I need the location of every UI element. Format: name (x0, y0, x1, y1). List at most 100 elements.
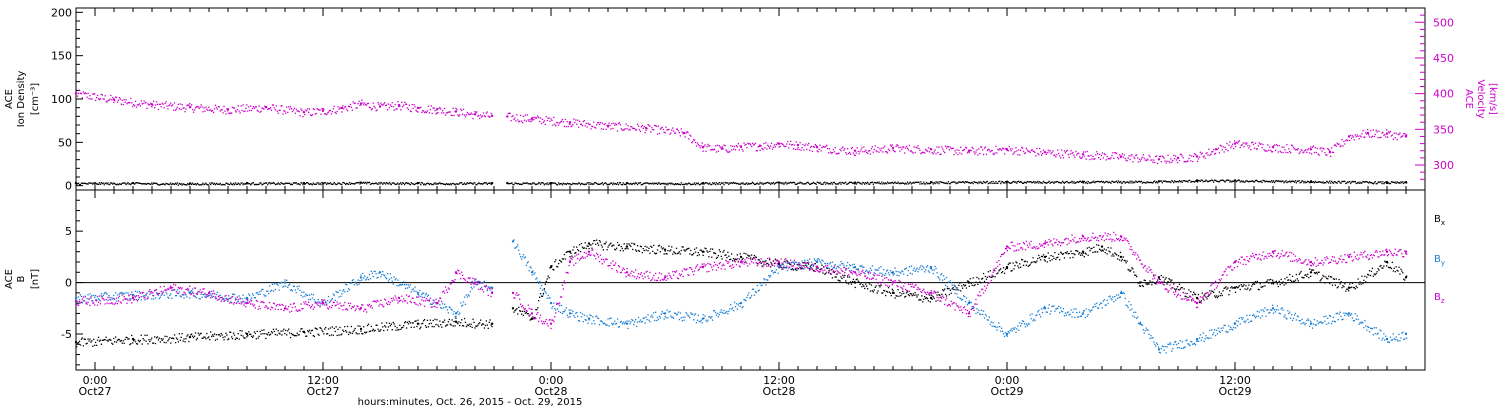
scatter-dot (145, 183, 147, 185)
scatter-dot (211, 109, 214, 112)
scatter-dot (805, 264, 807, 267)
scatter-dot (635, 129, 637, 131)
scatter-dot (1280, 181, 1282, 183)
scatter-dot (292, 182, 295, 184)
scatter-dot (1010, 270, 1012, 272)
scatter-dot (1205, 153, 1207, 155)
scatter-dot (817, 151, 819, 153)
scatter-dot (190, 182, 192, 184)
scatter-dot (471, 326, 473, 328)
scatter-dot (166, 335, 168, 338)
scatter-dot (413, 183, 415, 186)
scatter-dot (1087, 155, 1089, 157)
scatter-dot (664, 132, 666, 134)
scatter-dot (210, 331, 212, 333)
scatter-dot (704, 247, 706, 249)
scatter-dot (351, 109, 353, 111)
scatter-dot (696, 254, 699, 257)
scatter-dot (188, 340, 190, 343)
scatter-dot (834, 146, 836, 149)
scatter-dot (581, 125, 584, 127)
scatter-dot (535, 183, 537, 186)
scatter-dot (921, 183, 923, 185)
scatter-dot (531, 119, 533, 121)
scatter-dot (996, 152, 998, 154)
scatter-dot (167, 296, 169, 298)
scatter-dot (1230, 287, 1232, 289)
scatter-dot (979, 281, 981, 283)
scatter-dot (1243, 181, 1245, 183)
scatter-dot (1064, 252, 1066, 254)
scatter-dot (1103, 153, 1105, 155)
scatter-dot (606, 184, 608, 186)
scatter-dot (166, 105, 168, 107)
scatter-dot (634, 243, 636, 246)
scatter-dot (1393, 132, 1395, 134)
scatter-dot (971, 181, 973, 183)
scatter-dot (153, 298, 155, 300)
scatter-dot (134, 182, 137, 184)
scatter-dot (454, 184, 456, 186)
scatter-dot (454, 111, 456, 113)
scatter-dot (796, 148, 798, 150)
scatter-dot (1183, 180, 1185, 182)
scatter-dot (1285, 151, 1287, 153)
scatter-dot (389, 273, 391, 275)
scatter-dot (1039, 181, 1041, 183)
scatter-dot (742, 150, 744, 152)
scatter-dot (194, 107, 197, 109)
scatter-dot (759, 149, 761, 151)
scatter-dot (654, 124, 656, 127)
scatter-dot (1238, 179, 1240, 181)
scatter-dot (245, 107, 247, 109)
scatter-dot (1329, 155, 1332, 157)
scatter-dot (76, 92, 78, 94)
scatter-dot (482, 112, 485, 114)
scatter-dot (340, 183, 342, 185)
scatter-dot (135, 182, 138, 184)
scatter-dot (982, 153, 985, 156)
scatter-dot (260, 182, 262, 184)
scatter-dot (562, 182, 564, 184)
scatter-dot (1396, 139, 1398, 141)
scatter-dot (1078, 181, 1080, 184)
scatter-dot (1381, 182, 1383, 185)
scatter-dot (619, 249, 622, 252)
scatter-dot (607, 183, 609, 185)
scatter-dot (1360, 182, 1362, 184)
scatter-dot (1367, 181, 1369, 183)
scatter-dot (606, 249, 608, 251)
scatter-dot (744, 261, 746, 263)
scatter-dot (1235, 181, 1238, 183)
ion-density-tick-label: 150 (51, 50, 72, 63)
scatter-dot (1250, 149, 1252, 151)
scatter-dot (713, 252, 715, 254)
scatter-dot (876, 181, 878, 183)
scatter-dot (1372, 275, 1374, 277)
scatter-dot (190, 106, 192, 108)
scatter-dot (1156, 281, 1158, 283)
scatter-dot (346, 182, 348, 185)
scatter-dot (1097, 180, 1099, 182)
scatter-dot (998, 270, 1000, 272)
scatter-dot (1222, 146, 1224, 148)
scatter-dot (337, 328, 339, 330)
scatter-dot (1065, 252, 1067, 254)
scatter-dot (788, 182, 790, 184)
scatter-dot (128, 102, 130, 104)
scatter-dot (756, 150, 758, 152)
scatter-dot (893, 182, 895, 184)
scatter-dot (223, 298, 225, 300)
scatter-dot (647, 250, 649, 252)
scatter-dot (787, 140, 789, 143)
scatter-dot (1103, 182, 1105, 184)
scatter-dot (849, 181, 852, 183)
scatter-dot (926, 298, 929, 300)
scatter-dot (918, 299, 920, 301)
scatter-dot (296, 110, 298, 112)
scatter-dot (700, 182, 702, 185)
scatter-dot (1171, 161, 1173, 163)
scatter-dot (77, 92, 80, 95)
scatter-dot (416, 296, 418, 298)
scatter-dot (876, 292, 878, 294)
